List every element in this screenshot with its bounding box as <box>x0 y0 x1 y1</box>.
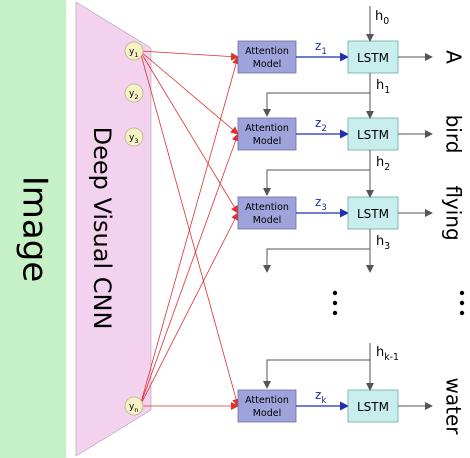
attention-label: Model <box>253 215 282 226</box>
lstm-box <box>347 117 399 151</box>
caption-word: water <box>442 378 466 436</box>
attention-model-box <box>237 389 297 423</box>
attention-label: Attention <box>245 395 289 406</box>
cnn-block <box>75 1 152 457</box>
hidden-state-label: h0 <box>375 9 389 27</box>
context-label: z2 <box>315 116 327 134</box>
attention-arrow <box>139 50 239 61</box>
attention-arrow <box>139 56 240 407</box>
attention-model-box <box>237 196 297 230</box>
lstm-box <box>347 40 399 74</box>
attention-label: Model <box>253 408 282 419</box>
context-label: z3 <box>315 195 327 213</box>
hidden-state-label: h2 <box>376 155 390 173</box>
lstm-label: LSTM <box>357 51 389 65</box>
lstm-chain: Attention Model z1 LSTM Attention Model z2 LSTM… <box>237 6 465 423</box>
attention-label: Model <box>253 59 282 70</box>
attention-arrow <box>139 133 240 407</box>
feature-label: yn <box>129 402 138 414</box>
ellipsis-dot <box>332 300 338 306</box>
feature-node <box>124 127 144 147</box>
hidden-state-label: h1 <box>376 78 390 96</box>
lstm-label: LSTM <box>357 400 389 414</box>
caption-word: bird <box>442 115 466 154</box>
lstm-box <box>347 196 399 230</box>
attention-label: Attention <box>245 123 289 134</box>
caption-word: flying <box>442 185 466 240</box>
attention-arrow <box>139 50 239 135</box>
attention-label: Attention <box>245 46 289 57</box>
ellipsis-dot <box>332 310 338 316</box>
attention-label: Model <box>253 136 282 147</box>
attention-arrow <box>139 212 239 407</box>
attention-label: Attention <box>245 202 289 213</box>
lstm-label: LSTM <box>357 128 389 142</box>
image-label: Image <box>15 176 55 282</box>
hidden-state-feedback <box>263 150 371 196</box>
attention-model-box <box>237 40 297 74</box>
caption-word: A <box>442 50 466 64</box>
attention-input-arrows <box>139 50 240 410</box>
ellipsis-dot <box>332 290 338 296</box>
hidden-state-feedback <box>263 248 370 273</box>
hidden-state-feedback <box>263 73 371 117</box>
feature-nodes: y1 y2 y3 yn <box>124 41 144 416</box>
context-label: zk <box>315 388 326 406</box>
hidden-state-feedback <box>263 359 370 389</box>
attention-model-box <box>237 117 297 151</box>
hidden-state-label: h3 <box>376 234 390 252</box>
feature-node <box>124 83 144 103</box>
cnn-label: Deep Visual CNN <box>88 127 116 330</box>
ellipsis-dot <box>459 300 465 306</box>
feature-label: y2 <box>129 89 138 101</box>
feature-label: y3 <box>129 133 138 145</box>
feature-node <box>124 41 144 61</box>
attention-arrow <box>139 50 239 214</box>
feature-node <box>124 396 144 416</box>
context-label: z1 <box>315 39 327 57</box>
attention-arrow <box>139 50 240 407</box>
ellipsis-dot <box>459 310 465 316</box>
hidden-state-label: hk-1 <box>376 345 399 363</box>
ellipsis-dot <box>459 290 465 296</box>
feature-label: y1 <box>129 47 138 59</box>
lstm-label: LSTM <box>357 207 389 221</box>
image-block <box>0 0 66 458</box>
